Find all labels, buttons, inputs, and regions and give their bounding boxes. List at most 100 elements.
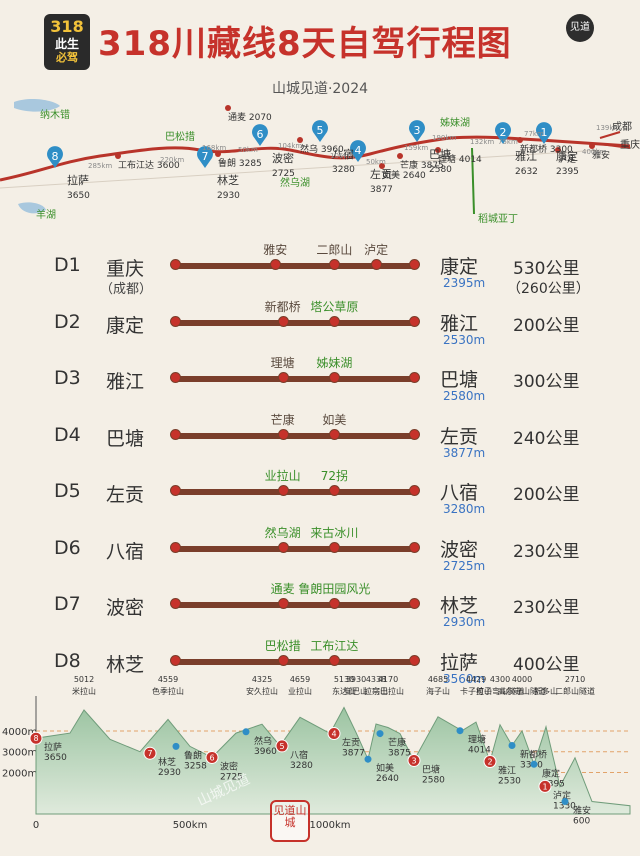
- elevation-profile: 4000m 3000m 2000m 0 500km 1000km 5012 米拉山 4559 色…: [0, 666, 640, 852]
- start-city: 康定: [106, 314, 145, 337]
- endpoint-dot: [409, 372, 420, 383]
- distance: 400公里: [513, 654, 580, 675]
- route-bar: [172, 658, 418, 665]
- stop-dot: [329, 315, 341, 327]
- elevation-town-altitude: 2395: [542, 779, 565, 789]
- map-place-label: 纳木错: [40, 108, 70, 121]
- map-town-dot: [297, 137, 303, 143]
- map-stop-number: 7: [202, 150, 209, 163]
- distance: 230公里: [513, 598, 580, 618]
- end-city: 康定: [440, 256, 479, 278]
- pass-name: 宗巴拉山: [372, 686, 404, 696]
- author-badge: 见道: [566, 14, 594, 42]
- endpoint-dot: [409, 485, 420, 496]
- pass-altitude: 4170: [378, 675, 398, 684]
- pass-name: 米拉山: [72, 686, 96, 696]
- map-stop-altitude: 3877: [370, 185, 393, 195]
- stop-dot: [329, 485, 341, 496]
- elevation-town-name: 新都桥: [520, 749, 547, 761]
- pass-altitude: 4338: [366, 675, 386, 684]
- logo-number: 318: [50, 17, 84, 36]
- map-town-label: 然乌 3960: [300, 143, 344, 155]
- stop-dot: [329, 259, 341, 270]
- map-stop-name: 巴塘: [429, 147, 451, 161]
- itinerary-row: D7 波密 林芝 2930m 230公里 通麦 鲁朗田园风光: [0, 577, 640, 633]
- end-altitude: 2395m: [443, 276, 486, 290]
- page-title: 318川藏线8天自驾行程图: [98, 24, 512, 64]
- endpoint-dot: [409, 598, 420, 609]
- distance: 240公里: [513, 428, 580, 449]
- distance: 530公里: [513, 259, 580, 279]
- day-label: D2: [54, 310, 81, 333]
- end-city: 波密: [440, 538, 479, 561]
- elevation-town-altitude: 2580: [422, 775, 445, 785]
- elevation-day-number: 3: [411, 756, 416, 765]
- elevation-town-name: 拉萨: [44, 741, 62, 753]
- map-stop-number: 5: [317, 124, 324, 137]
- route-map-svg: 1 2 3 4 5 6 7 8 康定 2395 雅江 2632 巴塘 2580 左贡 3877 八宿 3280 波…: [0, 99, 640, 225]
- pass-altitude: 4659: [290, 675, 310, 684]
- start-city: 雅江: [106, 371, 145, 393]
- map-stop-marker: 8: [47, 146, 63, 168]
- end-city: 林芝: [440, 595, 479, 617]
- endpoint-dot: [170, 654, 181, 666]
- itinerary-row: D5 左贡 八宿 3280m 200公里 业拉山 72拐: [0, 464, 640, 520]
- map-stop-number: 3: [414, 124, 421, 137]
- map-stop-name: 拉萨: [67, 173, 89, 187]
- map-place-label: 然乌湖: [280, 176, 310, 189]
- elevation-town-name: 如美: [376, 762, 394, 774]
- terrain-area: [35, 706, 631, 815]
- map-stop-name: 左贡: [370, 168, 392, 181]
- map-stop-marker: 4: [349, 140, 366, 162]
- map-stop-altitude: 3650: [67, 191, 90, 201]
- day-label: D1: [54, 254, 81, 276]
- stop-label: 工布江达: [310, 638, 359, 653]
- map-segment-km: 50km: [238, 146, 258, 154]
- route-bar: [172, 545, 418, 552]
- distance: 200公里: [513, 485, 580, 505]
- route-bar: [172, 489, 418, 495]
- pass-name: 卡子拉山: [460, 686, 492, 696]
- map-town-label: 芒康 3875: [400, 159, 444, 171]
- itinerary-row: D3 雅江 巴塘 2580m 300公里 理塘 姊妹湖: [0, 351, 640, 407]
- map-segment-km: 77km: [524, 130, 544, 138]
- stop-dot: [270, 259, 282, 270]
- map-segment-km: 220km: [160, 156, 184, 164]
- pass-name: 东达山: [332, 686, 356, 696]
- map-town-dot: [397, 153, 403, 159]
- map-stop-number: 2: [500, 126, 507, 139]
- day-label: D3: [54, 367, 81, 389]
- pass-name: 高尔寺山隧道: [498, 686, 546, 696]
- map-town-label: 通麦 2070: [228, 111, 272, 123]
- elevation-town-altitude: 3960: [254, 747, 277, 757]
- elevation-town-name: 泸定: [553, 789, 571, 801]
- stop-label: 然乌湖: [264, 525, 301, 540]
- x-tick-label: 500km: [173, 820, 208, 831]
- elevation-day-number: 5: [279, 742, 284, 751]
- map-stop-name: 八宿: [332, 147, 354, 161]
- stop-dot: [371, 259, 383, 270]
- route-map: 1 2 3 4 5 6 7 8 康定 2395 雅江 2632 巴塘 2580 左贡 3877 八宿 3280 波…: [0, 92, 640, 242]
- end-altitude: 3877m: [443, 445, 486, 460]
- stop-label: 业拉山: [264, 469, 301, 483]
- pass-altitude: 4559: [158, 675, 178, 684]
- map-segment-km: 159km: [404, 144, 428, 152]
- stop-label: 二郎山: [316, 243, 353, 257]
- elevation-town-name: 然乌: [254, 735, 272, 747]
- end-altitude: 2930m: [443, 615, 486, 629]
- elevation-town-name: 理塘: [468, 734, 486, 746]
- seal-stamp: 见道山城: [270, 800, 310, 842]
- elevation-town-name: 林芝: [158, 756, 176, 768]
- map-town-dot: [379, 163, 385, 169]
- map-segment-km: 400km: [582, 148, 606, 156]
- y-tick-label: 4000m: [2, 727, 37, 738]
